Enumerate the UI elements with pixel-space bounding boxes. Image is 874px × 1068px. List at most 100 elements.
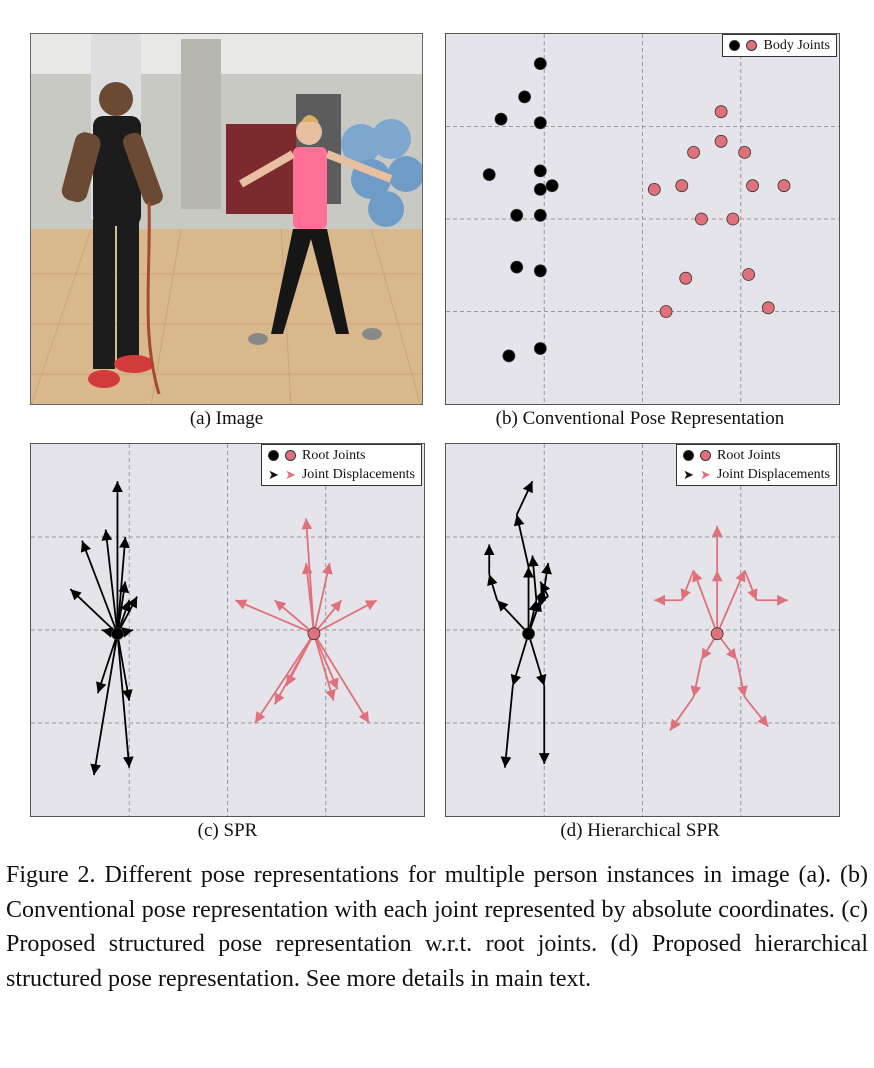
legend-red-arrow-icon: ➤ [699, 466, 711, 482]
legend-red-dot [746, 40, 758, 51]
black-hierarchical-arrow [487, 573, 498, 601]
caption-b: (b) Conventional Pose Representation [495, 408, 785, 429]
legend-red-dot [700, 450, 712, 461]
black-displacement-arrow [90, 633, 119, 776]
red-joint [726, 212, 740, 226]
red-displacement-arrow [313, 599, 378, 635]
black-joint [533, 264, 547, 278]
red-joint [738, 146, 752, 159]
gym-photo [30, 33, 423, 405]
black-joint [482, 168, 496, 182]
legend-d-root-label: Root Joints [717, 447, 781, 463]
legend-red-arrow-icon: ➤ [284, 466, 296, 482]
black-displacement-arrow [80, 540, 119, 635]
legend-black-arrow-icon: ➤ [268, 466, 279, 482]
grid [31, 444, 424, 816]
red-joint [714, 105, 728, 119]
red-root-joint [307, 627, 321, 641]
caption-c: (c) SPR [197, 820, 258, 841]
red-hierarchical-arrow [716, 570, 746, 635]
black-joint [518, 90, 531, 104]
panel-c: Root Joints ➤ ➤ Joint Displacements [30, 443, 425, 817]
black-hierarchical-arrow [527, 633, 547, 687]
figure-caption: Figure 2. Different pose representations… [6, 862, 868, 992]
black-joint [533, 57, 547, 71]
red-displacement-arrow [313, 633, 370, 724]
legend-black-dot [683, 450, 695, 461]
red-displacement-arrow [313, 633, 336, 701]
black-hierarchical-arrow [496, 599, 530, 635]
red-hierarchical-arrow [680, 570, 695, 601]
red-joint [742, 268, 756, 281]
black-hierarchical-arrow [510, 633, 530, 687]
legend-red-dot [285, 450, 297, 461]
legend-d-disp-label: Joint Displacements [716, 466, 830, 482]
red-displacement-arrow [313, 633, 339, 690]
legend-c: Root Joints ➤ ➤ Joint Displacements [261, 444, 422, 486]
red-displacement-arrow [273, 633, 315, 705]
black-displacement-arrow [116, 633, 133, 701]
red-displacement-arrow [313, 599, 343, 635]
black-root-joint [522, 627, 535, 641]
black-joint [510, 260, 524, 274]
caption-a: (a) Image [189, 408, 264, 429]
black-joint [533, 116, 547, 130]
black-displacement-arrow [101, 529, 119, 634]
caption-d: (d) Hierarchical SPR [560, 820, 720, 841]
panel-b-plot [446, 34, 839, 404]
black-joint [533, 342, 547, 355]
red-joint [777, 179, 791, 193]
legend-black-arrow-icon: ➤ [683, 466, 694, 482]
black-displacement-arrow [96, 633, 119, 694]
black-joint [510, 208, 524, 222]
red-joint [746, 179, 759, 193]
legend-c-disp-label: Joint Displacements [301, 466, 415, 482]
red-joint [675, 179, 689, 193]
black-joint [494, 112, 508, 126]
panel-c-plot [31, 444, 424, 816]
legend-b-label: Body Joints [763, 37, 830, 53]
black-displacement-arrow [69, 588, 119, 635]
black-hierarchical-arrow [515, 480, 534, 516]
legend-black-dot [729, 40, 741, 51]
panel-b: Body Joints [445, 33, 840, 405]
black-hierarchical-arrow [527, 588, 546, 635]
legend-b: Body Joints [722, 34, 837, 57]
black-hierarchical-arrow [500, 685, 514, 768]
red-joint [659, 305, 673, 318]
legend-d: Root Joints ➤ ➤ Joint Displacements [676, 444, 837, 486]
black-joint [502, 349, 516, 363]
panel-d-plot [446, 444, 839, 816]
black-hierarchical-arrow [528, 555, 539, 601]
red-displacement-arrow [313, 562, 333, 634]
black-displacement-arrow [116, 596, 138, 635]
red-displacement-arrow [301, 562, 315, 634]
black-hierarchical-arrow [541, 562, 552, 590]
red-joint [714, 134, 728, 148]
black-root-joint [111, 627, 124, 641]
black-displacement-arrow [116, 633, 134, 768]
black-hierarchical-arrow [513, 514, 530, 567]
black-joint [545, 179, 559, 193]
red-hierarchical-arrow [690, 659, 703, 698]
red-joint [695, 212, 708, 226]
red-hierarchical-arrow [743, 570, 758, 601]
black-joint [533, 182, 547, 196]
legend-c-root-label: Root Joints [302, 447, 366, 463]
black-joint [533, 164, 547, 178]
red-hierarchical-arrow [669, 696, 695, 731]
gym-photo-illustration [31, 34, 422, 404]
panel-d: Root Joints ➤ ➤ Joint Displacements [445, 443, 840, 817]
red-joint [761, 301, 775, 315]
red-hierarchical-arrow [692, 570, 719, 635]
red-displacement-arrow [274, 599, 315, 635]
red-hierarchical-arrow [743, 696, 769, 728]
red-root-joint [710, 627, 724, 641]
red-joint [679, 271, 693, 285]
grid [446, 34, 839, 404]
legend-black-dot [268, 450, 280, 461]
red-displacement-arrow [235, 599, 315, 635]
red-joint [647, 182, 661, 196]
red-joint [687, 146, 700, 159]
black-joint [533, 208, 547, 222]
